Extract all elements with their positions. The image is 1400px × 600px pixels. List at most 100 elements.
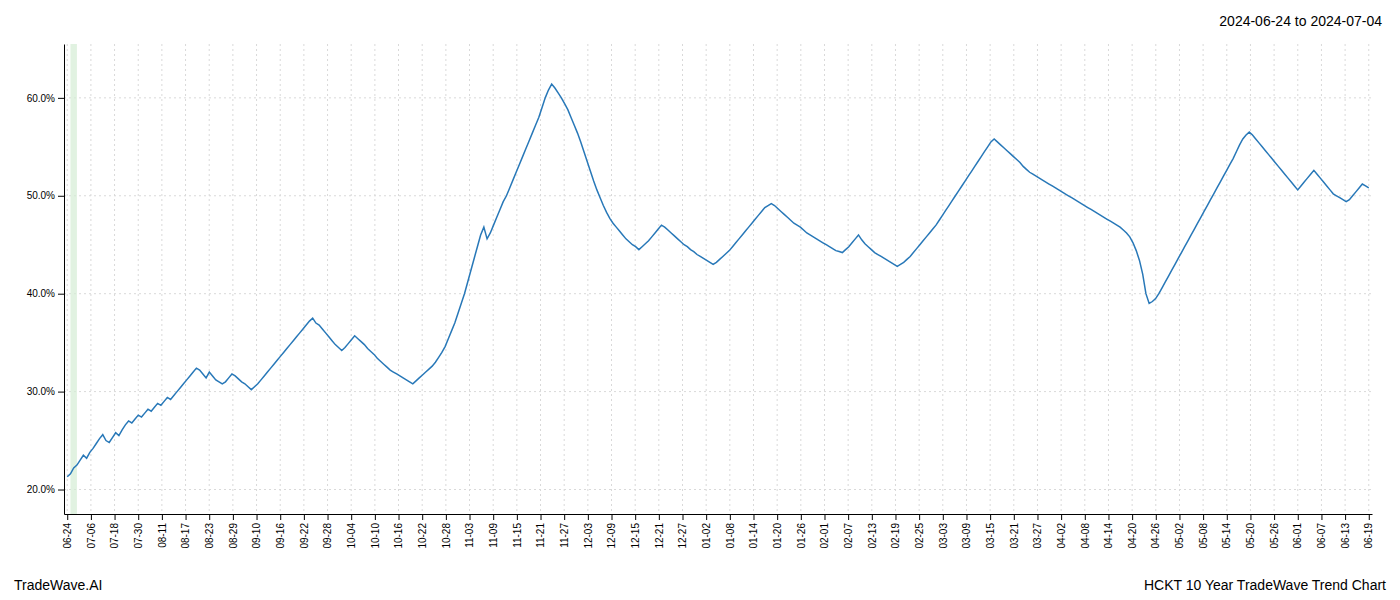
grid-line-x xyxy=(1179,44,1180,514)
x-tick-label: 10-04 xyxy=(346,523,357,549)
x-tick-mark xyxy=(1298,514,1299,520)
x-tick-label: 02-07 xyxy=(843,523,854,549)
grid-line-x xyxy=(90,44,91,514)
x-tick: 04-14 xyxy=(1103,514,1114,549)
x-tick: 07-18 xyxy=(109,514,120,549)
grid-line-x xyxy=(942,44,943,514)
y-tick-label: 40.0% xyxy=(27,288,55,299)
x-tick-label: 11-09 xyxy=(488,523,499,548)
y-axis-line xyxy=(64,45,65,515)
x-tick-label: 04-08 xyxy=(1079,523,1090,549)
x-tick: 12-03 xyxy=(583,514,594,549)
x-tick-label: 06-13 xyxy=(1340,523,1351,549)
x-tick-label: 03-03 xyxy=(938,523,949,549)
x-tick: 04-02 xyxy=(1056,514,1067,549)
x-tick-mark xyxy=(683,514,684,520)
x-tick-label: 06-19 xyxy=(1363,523,1374,549)
grid-line-x xyxy=(895,44,896,514)
x-tick-mark xyxy=(1037,514,1038,520)
x-tick: 05-14 xyxy=(1221,514,1232,549)
x-tick-mark xyxy=(1203,514,1204,520)
x-tick: 06-24 xyxy=(62,514,73,549)
grid-line-x xyxy=(1203,44,1204,514)
y-tick-mark xyxy=(58,98,64,99)
x-tick-mark xyxy=(1014,514,1015,520)
x-tick-mark xyxy=(895,514,896,520)
x-tick: 11-27 xyxy=(559,514,570,548)
x-tick-label: 10-16 xyxy=(393,523,404,549)
x-tick-label: 09-22 xyxy=(299,523,310,549)
x-tick: 11-21 xyxy=(535,514,546,548)
x-tick: 06-07 xyxy=(1316,514,1327,549)
x-tick-mark xyxy=(1369,514,1370,520)
grid-line-x xyxy=(824,44,825,514)
grid-line-y xyxy=(64,97,1372,98)
grid-line-x xyxy=(1013,44,1014,514)
x-tick-mark xyxy=(635,514,636,520)
y-tick-label: 20.0% xyxy=(27,484,55,495)
x-tick-label: 01-08 xyxy=(725,523,736,549)
x-axis-line xyxy=(65,514,1373,515)
x-tick-mark xyxy=(280,514,281,520)
x-tick: 05-02 xyxy=(1174,514,1185,549)
grid-line-x xyxy=(256,44,257,514)
x-tick: 09-10 xyxy=(251,514,262,549)
x-tick-label: 03-09 xyxy=(961,523,972,549)
x-tick-label: 08-29 xyxy=(228,523,239,549)
x-tick-mark xyxy=(138,514,139,520)
x-tick-mark xyxy=(399,514,400,520)
grid-line-x xyxy=(516,44,517,514)
x-tick-label: 10-28 xyxy=(441,523,452,549)
grid-line-x xyxy=(1250,44,1251,514)
x-tick-label: 12-21 xyxy=(654,523,665,549)
grid-line-x xyxy=(161,44,162,514)
x-tick: 12-27 xyxy=(677,514,688,549)
annotation: TradeWave.AI xyxy=(14,577,102,593)
x-tick-label: 01-14 xyxy=(748,523,759,549)
y-tick: 40.0% xyxy=(27,288,64,299)
y-tick-label: 60.0% xyxy=(27,93,55,104)
highlight-span xyxy=(70,44,76,514)
x-tick: 08-23 xyxy=(204,514,215,549)
x-tick: 01-14 xyxy=(748,514,759,549)
x-tick-mark xyxy=(730,514,731,520)
grid-line-x xyxy=(232,44,233,514)
title: 2024-06-24 to 2024-07-04 xyxy=(1219,13,1382,29)
x-tick-mark xyxy=(233,514,234,520)
y-tick-mark xyxy=(58,294,64,295)
x-tick: 12-21 xyxy=(654,514,665,549)
x-tick-mark xyxy=(517,514,518,520)
x-tick-mark xyxy=(1061,514,1062,520)
x-tick-mark xyxy=(801,514,802,520)
grid-line-x xyxy=(658,44,659,514)
y-tick-label: 30.0% xyxy=(27,386,55,397)
grid-line-x xyxy=(114,44,115,514)
x-tick: 10-28 xyxy=(441,514,452,549)
x-tick: 03-15 xyxy=(985,514,996,549)
x-tick-mark xyxy=(257,514,258,520)
grid-line-x xyxy=(327,44,328,514)
y-tick: 60.0% xyxy=(27,93,64,104)
x-tick: 11-09 xyxy=(488,514,499,548)
x-tick-mark xyxy=(1321,514,1322,520)
grid-line-x xyxy=(422,44,423,514)
grid-line-x xyxy=(398,44,399,514)
grid-line-x xyxy=(635,44,636,514)
x-tick-mark xyxy=(824,514,825,520)
x-tick: 01-02 xyxy=(701,514,712,549)
x-tick-mark xyxy=(375,514,376,520)
x-tick-label: 08-17 xyxy=(180,523,191,549)
grid-line-x xyxy=(138,44,139,514)
x-tick-label: 01-02 xyxy=(701,523,712,549)
x-tick-mark xyxy=(659,514,660,520)
x-tick-label: 05-26 xyxy=(1269,523,1280,549)
x-tick-mark xyxy=(470,514,471,520)
grid-line-x xyxy=(800,44,801,514)
x-tick-label: 01-20 xyxy=(772,523,783,549)
x-tick-mark xyxy=(304,514,305,520)
x-tick: 07-06 xyxy=(86,514,97,549)
x-tick-mark xyxy=(706,514,707,520)
y-tick: 50.0% xyxy=(27,190,64,201)
grid-line-x xyxy=(1061,44,1062,514)
x-tick-label: 09-28 xyxy=(322,523,333,549)
